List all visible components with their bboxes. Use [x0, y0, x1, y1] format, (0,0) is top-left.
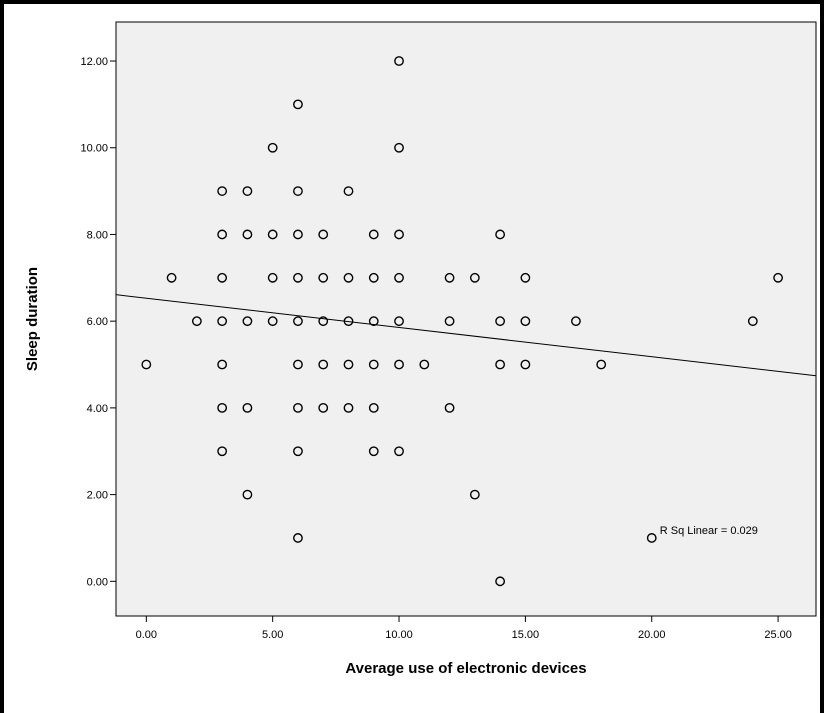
data-point [343, 316, 354, 327]
data-point [646, 533, 657, 543]
data-point [444, 272, 455, 283]
regression-line [115, 294, 817, 377]
data-point [520, 272, 531, 283]
data-point [469, 272, 480, 283]
data-point [596, 359, 607, 370]
data-point [217, 402, 228, 413]
data-point [267, 229, 278, 240]
data-point [242, 186, 253, 196]
data-point [293, 99, 303, 110]
x-tick-label: 5.00 [262, 629, 283, 641]
data-point [293, 316, 303, 327]
data-point [368, 316, 379, 327]
data-point [293, 272, 303, 283]
y-tick-label: 8.00 [87, 229, 108, 241]
data-point [343, 272, 354, 283]
data-point [419, 359, 430, 370]
data-point [773, 272, 783, 283]
data-point [343, 359, 354, 370]
data-point [267, 316, 278, 327]
data-point [242, 316, 253, 327]
data-point [394, 272, 404, 283]
y-tick-label: 0.00 [87, 576, 108, 588]
data-point [318, 402, 329, 413]
data-point [141, 359, 152, 370]
data-point [217, 272, 228, 283]
y-tick-label: 10.00 [80, 143, 108, 155]
x-tick-label: 0.00 [136, 629, 157, 641]
data-point [217, 186, 228, 196]
data-point [242, 402, 253, 413]
x-tick-label: 15.00 [512, 629, 540, 641]
data-point [495, 229, 506, 240]
data-point [217, 359, 228, 370]
y-axis: 0.00 2.00 4.00 6.00 8.00 10.00 12.00 [80, 56, 116, 588]
data-point [293, 359, 303, 370]
data-point [217, 446, 228, 457]
x-axis-title: Average use of electronic devices [345, 660, 586, 677]
y-tick-label: 6.00 [87, 316, 108, 328]
data-point [242, 229, 253, 240]
data-point [217, 229, 228, 240]
data-point [318, 359, 329, 370]
data-point [394, 229, 404, 240]
plot-area [115, 21, 817, 617]
data-point [293, 402, 303, 413]
data-point [394, 142, 404, 153]
data-point [469, 489, 480, 500]
data-point [368, 229, 379, 240]
data-point [747, 316, 758, 327]
data-point [217, 316, 228, 327]
data-point [520, 316, 531, 327]
y-tick-label: 2.00 [87, 490, 108, 502]
data-point [394, 446, 404, 457]
y-tick-label: 12.00 [80, 56, 108, 68]
x-tick-label: 25.00 [764, 629, 792, 641]
data-point [368, 272, 379, 283]
data-point [368, 446, 379, 457]
x-tick-label: 20.00 [638, 629, 666, 641]
y-tick-label: 4.00 [87, 403, 108, 415]
data-point [242, 489, 253, 500]
data-point [495, 576, 506, 587]
data-point [394, 56, 404, 66]
data-point [166, 272, 177, 283]
data-point [318, 272, 329, 283]
data-point [293, 533, 303, 543]
data-point [444, 402, 455, 413]
data-point [394, 359, 404, 370]
data-point [318, 316, 329, 327]
points-layer [141, 56, 783, 587]
fit-line-layer [115, 294, 817, 377]
data-point [267, 142, 278, 153]
data-point [520, 359, 531, 370]
data-point [293, 229, 303, 240]
x-axis: 0.00 5.00 10.00 15.00 20.00 25.00 [136, 616, 792, 641]
data-point [343, 402, 354, 413]
data-point [571, 316, 581, 327]
r-squared-annotation: R Sq Linear = 0.029 [660, 525, 758, 537]
data-point [444, 316, 455, 327]
data-point [343, 186, 354, 196]
data-point [293, 446, 303, 457]
x-tick-label: 10.00 [385, 629, 413, 641]
data-point [394, 316, 404, 327]
data-point [495, 316, 506, 327]
data-point [293, 186, 303, 196]
data-point [495, 359, 506, 370]
data-point [267, 272, 278, 283]
data-point [318, 229, 329, 240]
y-axis-title: Sleep duration [24, 267, 41, 371]
data-point [368, 359, 379, 370]
data-point [368, 402, 379, 413]
data-point [191, 316, 202, 327]
